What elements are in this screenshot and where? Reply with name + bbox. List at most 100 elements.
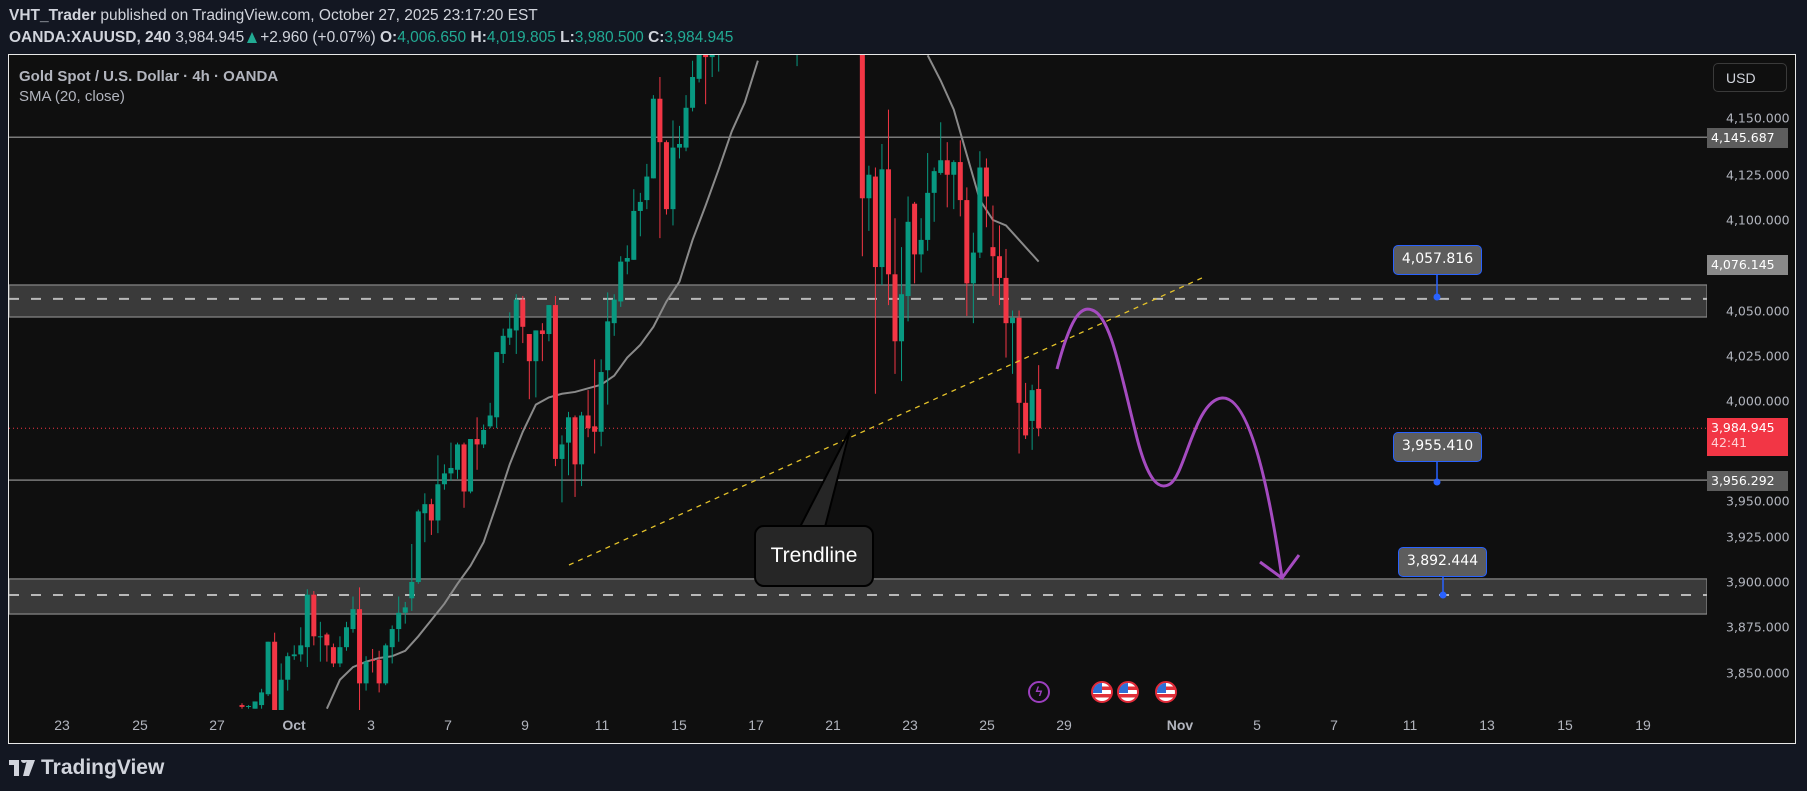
price-tick: 4,025.000 [1726,348,1790,364]
candle-body [389,629,395,648]
candle-body [298,645,304,655]
candle-body [533,330,539,362]
candle-body [716,0,721,12]
candle-body [415,511,421,582]
candle-body [657,98,663,143]
candle-body [585,415,591,429]
candle-body [611,299,617,324]
time-label: 29 [1056,717,1072,733]
candle-body [866,174,872,199]
price-tick: 3,875.000 [1726,619,1790,635]
candle-body [996,256,1002,278]
candle-body [350,609,356,630]
time-label: 13 [1479,717,1495,733]
candle-body [520,299,526,327]
candle-body [552,305,558,459]
time-label: 25 [979,717,995,733]
candle-body [1036,388,1042,429]
candle-body [494,352,500,418]
price-tick: 4,150.000 [1726,110,1790,126]
high-label: H: [470,29,487,46]
candle-body [650,98,656,179]
candle-body [481,429,487,445]
sma-segment [325,60,759,710]
candle-body [246,705,252,707]
candle-body [402,607,408,613]
price-zone [9,284,1707,318]
close-value: 3,984.945 [664,29,734,46]
time-label: 27 [209,717,225,733]
time-label: 15 [1557,717,1573,733]
candle-body [311,594,317,637]
us-flag-icon[interactable] [1091,681,1113,703]
publish-info: VHT_Trader published on TradingView.com,… [9,7,538,25]
candle-body [566,417,571,443]
time-label: 5 [1253,717,1261,733]
candle-body [468,439,474,492]
candle-body [376,659,382,684]
us-flag-icon[interactable] [1155,681,1177,703]
time-label: 17 [748,717,764,733]
time-label: 15 [671,717,687,733]
candle-body [970,252,976,284]
candle-body [507,328,513,338]
sma-price-label: 4,076.145 [1707,255,1788,275]
time-label: 7 [1330,717,1338,733]
author-name[interactable]: VHT_Trader [9,7,97,24]
chart-title[interactable]: Gold Spot / U.S. Dollar · 4h · OANDA [19,68,279,85]
tradingview-logo[interactable]: TradingView [9,756,164,780]
candle-body [383,645,389,684]
price-tick: 4,000.000 [1726,393,1790,409]
price-tick: 4,050.000 [1726,303,1790,318]
horizontal-lines [9,136,1707,481]
price-tick: 3,900.000 [1726,574,1790,590]
price-note[interactable]: 3,892.444 [1398,547,1487,577]
projection-path [1055,307,1284,579]
ohlc-bar: OANDA:XAUUSD, 240 3,984.945 +2.960 (+0.07… [9,29,733,47]
candle-body [624,258,630,262]
price-note[interactable]: 3,955.410 [1393,432,1482,462]
candle-body [598,372,604,432]
low-value: 3,980.500 [574,29,644,46]
time-label: 11 [1402,717,1418,733]
indicator-legend[interactable]: SMA (20, close) [19,88,125,105]
lightning-icon[interactable]: ϟ [1028,681,1050,703]
candle-body [872,176,878,268]
candle-body [474,439,480,445]
candle-body [925,192,931,240]
candle-body [631,210,637,260]
price-note[interactable]: 4,057.816 [1393,245,1482,275]
candle-body [892,274,898,342]
bar-countdown: 42:41 [1711,435,1748,450]
candle-body [1003,277,1009,324]
candle-body [337,647,343,664]
us-flag-icon[interactable] [1117,681,1139,703]
trendline-callout[interactable]: Trendline [754,525,874,587]
note-anchor-dot [1433,478,1441,486]
candle-body [272,641,278,710]
tradingview-logo-icon [9,760,35,776]
candle-body [951,162,957,175]
candle-body [983,167,989,197]
currency-button[interactable]: USD [1713,63,1787,92]
candle-body [487,415,493,427]
candle-body [265,641,271,695]
time-label: 7 [444,717,452,733]
line-price-label: 3,956.292 [1707,471,1788,491]
open-label: O: [380,29,398,46]
candle-body [703,55,709,58]
candle-body [644,176,650,201]
candle-body [428,504,434,521]
time-label: Nov [1166,717,1194,733]
candle-body [396,612,402,630]
candles [239,0,1042,710]
candle-body [938,160,944,173]
time-label: 19 [1635,717,1651,733]
time-label: 11 [594,717,610,733]
candle-body [944,160,950,175]
candle-body [559,444,565,459]
candle-body [370,659,376,661]
candle-body [500,335,506,354]
candle-body [670,147,676,210]
